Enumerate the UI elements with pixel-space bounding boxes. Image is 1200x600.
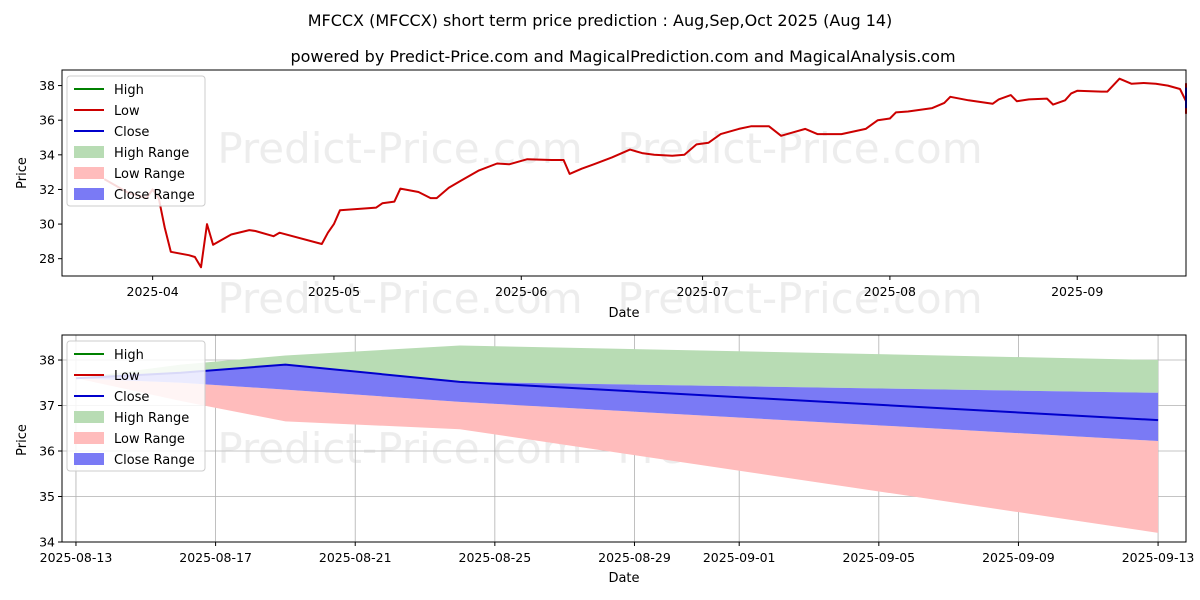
y-tick-label: 34 [39,535,55,550]
top-legend: High Low Close High Range Low Range Clos… [66,75,206,207]
legend-low-label: Low [114,104,140,119]
y-tick-label: 28 [39,251,55,266]
legend-high-range-label: High Range [114,411,189,426]
legend-close-range-label: Close Range [114,188,195,203]
close-range-area [76,364,1159,441]
top-series-lines [103,77,1187,269]
x-tick-label: 2025-08-25 [459,550,532,565]
low-range-area [76,378,1159,533]
x-tick-label: 2025-09-13 [1122,550,1195,565]
x-tick-label: 2025-08-17 [179,550,252,565]
legend-low-range-label: Low Range [114,432,185,447]
legend-close-range-swatch [74,188,104,200]
legend-high-range-swatch [74,146,104,158]
legend-close-range-swatch [74,453,104,465]
low-series-line [103,77,1187,269]
legend-high-range-swatch [74,411,104,423]
y-tick-label: 38 [39,353,55,368]
chart-title: MFCCX (MFCCX) short term price predictio… [308,11,893,30]
watermark: Predict-Price.com [617,124,982,173]
high-range-area [76,345,1159,393]
x-tick-label: 2025-09-01 [703,550,776,565]
bottom-y-axis-label: Price [15,424,30,456]
watermark: Predict-Price.com [217,124,582,173]
x-tick-label: 2025-09-09 [982,550,1055,565]
legend-low-label: Low [114,369,140,384]
bottom-range-areas [76,345,1159,533]
legend-low-range-label: Low Range [114,167,185,182]
bottom-plot-frame [61,334,1187,543]
bottom-x-axis: 2025-08-13 2025-08-17 2025-08-21 2025-08-25… [40,542,1195,565]
legend-close-range-label: Close Range [114,453,195,468]
bottom-legend: High Low Close High Range Low Range Clos… [66,340,206,472]
top-watermarks: Predict-Price.com Predict-Price.com Pred… [217,124,982,323]
legend-high-label: High [114,83,144,98]
y-tick-label: 30 [39,217,55,232]
chart-subtitle: powered by Predict-Price.com and Magical… [290,47,955,66]
top-panel: Predict-Price.com Predict-Price.com Pred… [15,69,1187,323]
legend-low-range-swatch [74,167,104,179]
y-tick-label: 32 [39,182,55,197]
x-tick-label: 2025-08 [864,284,916,299]
top-x-axis-label: Date [608,306,639,321]
bottom-x-axis-label: Date [608,571,639,586]
y-tick-label: 37 [39,398,55,413]
x-tick-label: 2025-08-13 [40,550,113,565]
bottom-panel: Predict-Price.com Predict-Price.com 2025… [15,334,1195,586]
watermark: Predict-Price.com [617,274,982,323]
y-tick-label: 36 [39,113,55,128]
x-tick-label: 2025-05 [308,284,360,299]
x-tick-label: 2025-08-21 [319,550,392,565]
y-tick-label: 36 [39,444,55,459]
x-tick-label: 2025-06 [495,284,547,299]
legend-high-label: High [114,348,144,363]
y-tick-label: 38 [39,78,55,93]
top-x-axis: 2025-04 2025-05 2025-06 2025-07 2025-08 2025-… [127,276,1103,299]
x-tick-label: 2025-08-29 [598,550,671,565]
x-tick-label: 2025-07 [676,284,728,299]
x-tick-label: 2025-09 [1051,284,1103,299]
y-tick-label: 34 [39,147,55,162]
x-tick-label: 2025-09-05 [842,550,915,565]
x-tick-label: 2025-04 [127,284,179,299]
legend-high-range-label: High Range [114,146,189,161]
legend-close-label: Close [114,390,149,405]
top-y-axis-label: Price [15,157,30,189]
y-tick-label: 35 [39,489,55,504]
bottom-y-axis: 34 35 36 37 38 [39,353,62,550]
legend-close-label: Close [114,125,149,140]
top-y-axis: 28 30 32 34 36 38 [39,78,62,266]
legend-low-range-swatch [74,432,104,444]
top-plot-frame [61,69,1187,277]
watermark: Predict-Price.com [217,274,582,323]
